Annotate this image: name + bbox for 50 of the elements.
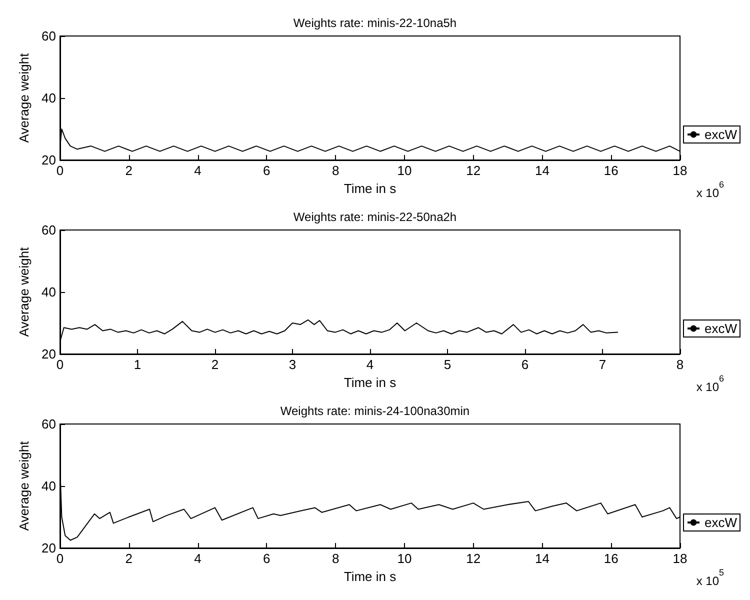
y-tick-label: 40 (42, 284, 56, 300)
y-tick-label: 40 (42, 478, 56, 494)
x-tick-label: 2 (125, 163, 133, 178)
legend-label: excW (704, 321, 738, 336)
x-tick-label: 0 (56, 357, 64, 372)
y-tick-label: 40 (42, 90, 56, 106)
x-tick-label: 6 (521, 357, 529, 372)
y-tick-label: 60 (42, 416, 56, 432)
x-tick-label: 14 (534, 163, 550, 178)
legend-label: excW (704, 127, 738, 142)
y-tick-label: 20 (42, 346, 56, 362)
x-tick-label: 0 (56, 551, 64, 566)
y-tick-label: 20 (42, 152, 56, 168)
y-axis-title: Average weight (16, 440, 32, 531)
legend-label: excW (704, 515, 738, 530)
x-tick-label: 3 (288, 357, 296, 372)
y-axis-title: Average weight (16, 246, 32, 337)
x-tick-label: 10 (397, 163, 412, 178)
x-tick-label: 12 (466, 163, 481, 178)
x-tick-label: 18 (672, 551, 688, 566)
x-tick-label: 2 (125, 551, 133, 566)
x-tick-label: 7 (598, 357, 606, 372)
x-tick-label: 10 (397, 551, 412, 566)
y-tick-label: 60 (42, 222, 56, 238)
x-tick-label: 14 (534, 551, 550, 566)
x-tick-label: 16 (604, 551, 618, 566)
x-tick-label: 2 (211, 357, 219, 372)
x-tick-label: 4 (366, 357, 374, 372)
x-tick-label: 4 (194, 163, 202, 178)
chart-title: Weights rate: minis-24-100na30min (280, 404, 470, 418)
x-tick-label: 18 (672, 163, 688, 178)
x-tick-label: 0 (56, 163, 64, 178)
chart-title: Weights rate: minis-22-50na2h (293, 210, 457, 224)
x-tick-label: 4 (194, 551, 202, 566)
x-tick-label: 6 (263, 551, 270, 566)
y-tick-label: 60 (42, 28, 56, 44)
chart-title: Weights rate: minis-22-10na5h (293, 16, 457, 30)
x-tick-label: 16 (604, 163, 618, 178)
y-tick-label: 20 (42, 540, 56, 556)
x-axis-title: Time in s (344, 568, 397, 584)
x-tick-label: 8 (332, 163, 340, 178)
x-tick-label: 5 (444, 357, 452, 372)
x-axis-title: Time in s (344, 374, 397, 390)
x-tick-label: 1 (134, 357, 142, 372)
x-tick-label: 6 (263, 163, 270, 178)
x-axis-title: Time in s (344, 180, 397, 196)
x-tick-label: 8 (676, 357, 684, 372)
x-tick-label: 12 (466, 551, 481, 566)
x-tick-label: 8 (332, 551, 340, 566)
y-axis-title: Average weight (16, 52, 32, 143)
